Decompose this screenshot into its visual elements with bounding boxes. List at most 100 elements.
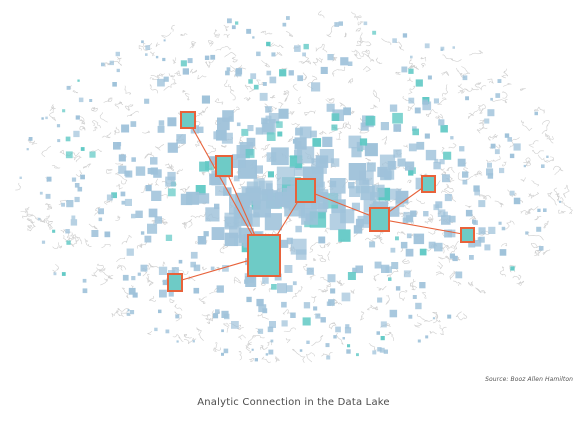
data-node (455, 271, 463, 279)
squiggle-line (336, 333, 344, 345)
highlighted-node (369, 207, 390, 232)
squiggle-line (479, 194, 492, 200)
data-node (158, 309, 162, 314)
squiggle-line (66, 231, 75, 242)
squiggle-line (96, 263, 104, 273)
squiggle-line (331, 66, 346, 77)
squiggle-line (183, 337, 197, 345)
squiggle-line (381, 38, 392, 46)
data-node (167, 117, 177, 127)
squiggle-line (416, 313, 433, 323)
squiggle-line (471, 105, 482, 116)
data-node (225, 70, 230, 76)
data-node (299, 349, 303, 352)
squiggle-line (546, 137, 554, 144)
squiggle-line (558, 209, 566, 214)
data-node (154, 216, 162, 224)
squiggle-line (410, 64, 419, 70)
data-node (26, 148, 29, 151)
squiggle-line (176, 168, 183, 175)
squiggle-line (424, 218, 434, 224)
squiggle-line (124, 103, 134, 111)
data-node (419, 282, 426, 289)
squiggle-line (468, 281, 474, 287)
data-node (265, 115, 272, 122)
highlighted-node (460, 227, 475, 243)
squiggle-line (45, 203, 53, 210)
data-node (477, 237, 482, 241)
data-node (167, 171, 176, 181)
data-node (377, 297, 383, 303)
data-node (281, 301, 287, 308)
squiggle-line (91, 106, 98, 112)
squiggle-line (552, 165, 564, 176)
data-node (116, 142, 122, 147)
data-node (204, 55, 210, 60)
squiggle-line (455, 311, 468, 321)
data-node (124, 198, 132, 206)
squiggle-line (99, 112, 108, 123)
squiggle-line (278, 102, 284, 108)
data-node (441, 215, 451, 225)
data-node (120, 191, 126, 197)
teal-data-node (276, 121, 283, 128)
data-node (487, 162, 492, 168)
squiggle-line (164, 163, 173, 169)
teal-data-node (510, 266, 515, 271)
squiggle-line (142, 130, 150, 134)
data-node (383, 171, 392, 180)
data-node (112, 82, 117, 87)
data-node (412, 295, 417, 299)
teal-data-node (408, 170, 414, 176)
squiggle-line (101, 244, 111, 249)
squiggle-line (427, 214, 434, 223)
squiggle-line (79, 119, 86, 125)
squiggle-line (343, 121, 351, 130)
data-node (162, 279, 168, 286)
squiggle-line (476, 127, 488, 134)
data-node (270, 339, 274, 343)
squiggle-line (198, 296, 207, 305)
squiggle-line (160, 194, 168, 199)
data-node (278, 108, 289, 119)
squiggle-line (181, 221, 188, 228)
data-node (41, 240, 46, 244)
squiggle-line (419, 173, 431, 178)
squiggle-line (27, 137, 38, 145)
squiggle-line (313, 258, 317, 262)
data-node (71, 215, 76, 220)
squiggle-line (479, 119, 485, 124)
data-node (37, 217, 41, 221)
data-node (537, 208, 541, 212)
data-node (70, 219, 78, 226)
squiggle-line (491, 99, 508, 104)
squiggle-line (116, 264, 127, 271)
teal-data-node (408, 68, 414, 74)
data-node (131, 213, 136, 219)
data-node (259, 92, 268, 101)
data-node (222, 265, 229, 272)
teal-data-node (359, 138, 368, 146)
data-node (294, 45, 301, 52)
squiggle-line (253, 287, 256, 291)
data-node (213, 131, 222, 140)
data-node (140, 231, 145, 235)
squiggle-line (407, 179, 412, 184)
data-node (435, 201, 443, 209)
data-node (389, 309, 398, 318)
data-node (381, 264, 390, 273)
squiggle-line (45, 214, 53, 223)
squiggle-line (148, 295, 156, 302)
squiggle-line (114, 100, 121, 109)
data-node (281, 320, 288, 327)
data-node (534, 111, 538, 116)
squiggle-line (519, 87, 526, 91)
squiggle-line (83, 163, 92, 169)
data-node (359, 170, 374, 186)
squiggle-line (451, 195, 457, 202)
data-node (325, 343, 330, 348)
data-node (459, 146, 465, 152)
data-node (246, 137, 256, 147)
squiggle-line (527, 231, 545, 241)
squiggle-line (261, 356, 271, 363)
